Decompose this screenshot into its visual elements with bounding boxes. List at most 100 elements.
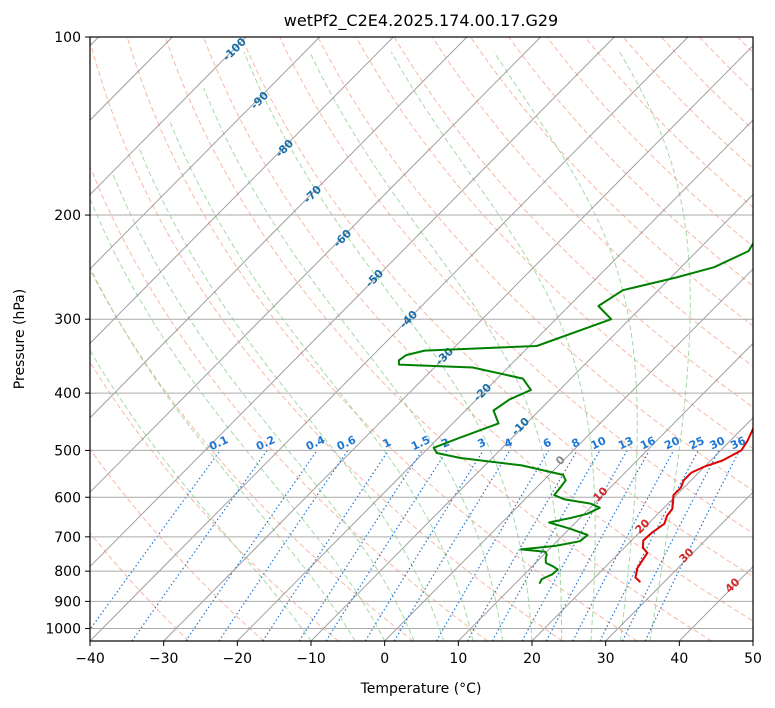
- isotherm-line: [90, 37, 247, 196]
- dry-adiabat-line: [622, 37, 753, 169]
- moist-adiabat-line: [619, 51, 691, 641]
- moist-adiabat-line: [390, 51, 596, 641]
- dry-adiabat-line: [317, 37, 753, 492]
- isotherm-line: [310, 193, 753, 641]
- mixing-ratio-label: 16: [638, 434, 658, 452]
- isotherm-label: 0: [553, 453, 568, 468]
- dry-adiabat-line: [393, 37, 753, 408]
- dry-adiabat-line: [126, 37, 638, 641]
- mixing-ratio-line: [521, 450, 628, 641]
- x-tick-label: 50: [744, 651, 762, 667]
- isotherm-line: [384, 268, 753, 641]
- isotherm-label: -20: [471, 381, 494, 404]
- pressure-grid: [90, 37, 753, 629]
- isotherm-line: [605, 491, 753, 641]
- y-tick-label: 700: [54, 530, 81, 546]
- y-axis-title: Pressure (hPa): [12, 289, 28, 389]
- dry-adiabat-line: [737, 37, 753, 54]
- dry-adiabat-line: [203, 37, 753, 622]
- isotherm-label: 10: [591, 484, 611, 504]
- dry-adiabat-line: [241, 37, 753, 578]
- y-tick-label: 300: [54, 312, 81, 328]
- y-tick-label: 500: [54, 443, 81, 459]
- x-tick-label: −30: [149, 651, 179, 667]
- x-axis-title: Temperature (°C): [360, 681, 482, 697]
- isotherm-line: [531, 417, 753, 641]
- dewpoint-profile: [397, 241, 753, 585]
- isotherm-label: -60: [331, 227, 354, 250]
- y-tick-label: 900: [54, 594, 81, 610]
- mixing-ratio-line: [325, 450, 448, 641]
- isotherm-line: [90, 37, 394, 345]
- dry-adiabat-line: [699, 37, 753, 92]
- y-tick-label: 100: [54, 30, 81, 46]
- isotherm-line: [90, 37, 541, 493]
- x-tick-label: 40: [670, 651, 688, 667]
- dry-adiabat-line: [355, 37, 753, 450]
- isotherm-label: 30: [677, 545, 697, 565]
- mixing-ratio-line: [435, 450, 550, 641]
- isotherm-line: [90, 37, 615, 568]
- mixing-ratio-line: [90, 450, 221, 631]
- y-tick-label: 400: [54, 386, 81, 402]
- mixing-ratio-lines: [90, 450, 741, 641]
- chart-title: wetPf2_C2E4.2025.174.00.17.G29: [284, 11, 558, 31]
- y-tick-label: 200: [54, 208, 81, 224]
- moist-adiabat-line: [90, 197, 386, 641]
- dry-adiabat-line: [90, 448, 264, 641]
- mixing-ratio-line: [491, 450, 601, 641]
- isotherm-line: [457, 342, 753, 641]
- x-axis: −40 −30 −20 −10 0 10 20 30 40 50: [75, 641, 762, 667]
- isotherm-line: [90, 37, 468, 419]
- moist-adiabat-line: [90, 266, 356, 641]
- moist-adiabat-line: [203, 87, 503, 641]
- isotherm-label: -70: [301, 183, 324, 206]
- dry-adiabat-line: [279, 37, 753, 534]
- moist-adiabats: [90, 51, 691, 641]
- y-axis: 1000 900 800 700 600 500 400 300 200 100: [45, 30, 90, 637]
- plot-frame: [89, 36, 754, 642]
- mixing-ratio-line: [131, 450, 268, 641]
- moist-adiabat-line: [112, 173, 415, 641]
- isotherm-label: -80: [273, 137, 296, 160]
- x-tick-label: 20: [523, 651, 541, 667]
- mixing-ratio-line: [621, 450, 720, 641]
- mixing-ratio-label: 13: [616, 434, 635, 452]
- moist-adiabat-line: [90, 349, 312, 641]
- y-tick-label: 1000: [45, 621, 81, 637]
- mixing-ratio-label: 25: [687, 434, 706, 452]
- isotherm-line: [90, 37, 320, 270]
- dry-adiabat-line: [90, 531, 190, 641]
- isotherm-label: 40: [723, 575, 743, 595]
- y-tick-label: 800: [54, 564, 81, 580]
- mixing-ratio-line: [545, 450, 650, 641]
- moist-adiabat-line: [168, 119, 474, 641]
- mixing-ratio-line: [262, 450, 389, 641]
- mixing-ratio-line: [572, 450, 675, 641]
- dry-adiabat-line: [660, 37, 753, 131]
- isotherm-line: [678, 565, 753, 641]
- dry-adiabat-line: [90, 165, 488, 641]
- x-tick-label: −10: [296, 651, 326, 667]
- dry-adiabat-line: [90, 361, 339, 641]
- isotherm-label: -10: [509, 415, 532, 438]
- isotherm-line: [752, 640, 753, 641]
- x-tick-label: 0: [380, 651, 389, 667]
- mixing-ratio-line: [599, 450, 699, 641]
- isotherm-line: [163, 45, 753, 641]
- mixing-ratio-line: [466, 450, 578, 641]
- isotherm-line: [90, 37, 689, 641]
- x-tick-label: −20: [223, 651, 253, 667]
- mixing-ratio-line: [393, 450, 511, 641]
- dry-adiabat-line: [470, 37, 753, 327]
- temperature-profile: [634, 425, 753, 583]
- dry-adiabat-line: [546, 37, 753, 248]
- x-tick-label: 30: [597, 651, 615, 667]
- dry-adiabat-line: [508, 37, 753, 287]
- y-tick-label: 600: [54, 490, 81, 506]
- dry-adiabat-line: [584, 37, 753, 208]
- moist-adiabat-line: [309, 51, 562, 641]
- x-tick-label: 10: [449, 651, 467, 667]
